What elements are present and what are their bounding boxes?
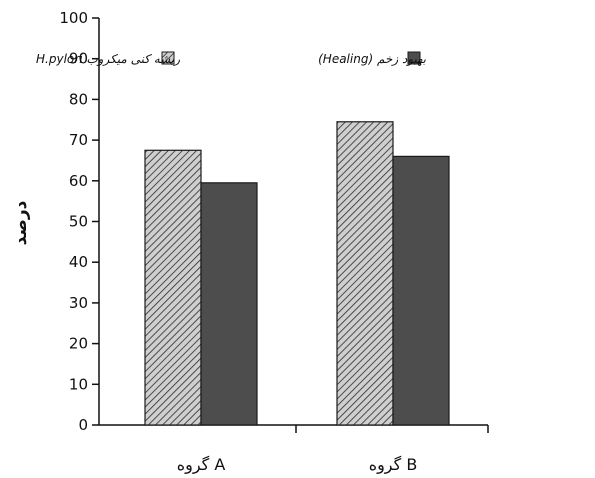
y-tick-label: 60 [69,172,88,190]
y-tick-label: 100 [59,9,88,27]
y-tick-label: 90 [69,50,88,68]
legend-label-solid: (Healing) بهبود زخم [318,52,427,66]
legend-label-hatched: H.pylori ریشه کنی میکروب [36,52,180,66]
y-tick-label: 20 [69,335,88,353]
legend: H.pylori ریشه کنی میکروب (Healing) بهبود… [36,51,427,66]
bar-solid-1 [200,182,258,426]
x-category-labels: گروه A گروه B [177,455,418,475]
bar-hatched-1 [144,149,202,426]
bar-solid-2 [392,155,450,426]
x-category-label: گروه B [369,455,418,475]
bar-hatched-2 [336,121,394,426]
legend-swatch-solid [407,51,421,65]
legend-swatch-hatched [161,51,175,65]
bars [144,121,450,426]
y-axis-label: درصد [11,200,31,245]
x-axis [99,424,489,433]
y-tick-label: 0 [78,416,88,434]
y-tick-label: 30 [69,294,88,312]
y-tick-label: 70 [69,131,88,149]
x-category-label: گروه A [177,455,226,475]
y-ticks: 0 10 20 30 40 50 60 70 80 90 100 [59,9,99,434]
y-tick-label: 10 [69,375,88,393]
y-tick-label: 40 [69,253,88,271]
y-tick-label: 50 [69,213,88,231]
y-tick-label: 80 [69,90,88,108]
